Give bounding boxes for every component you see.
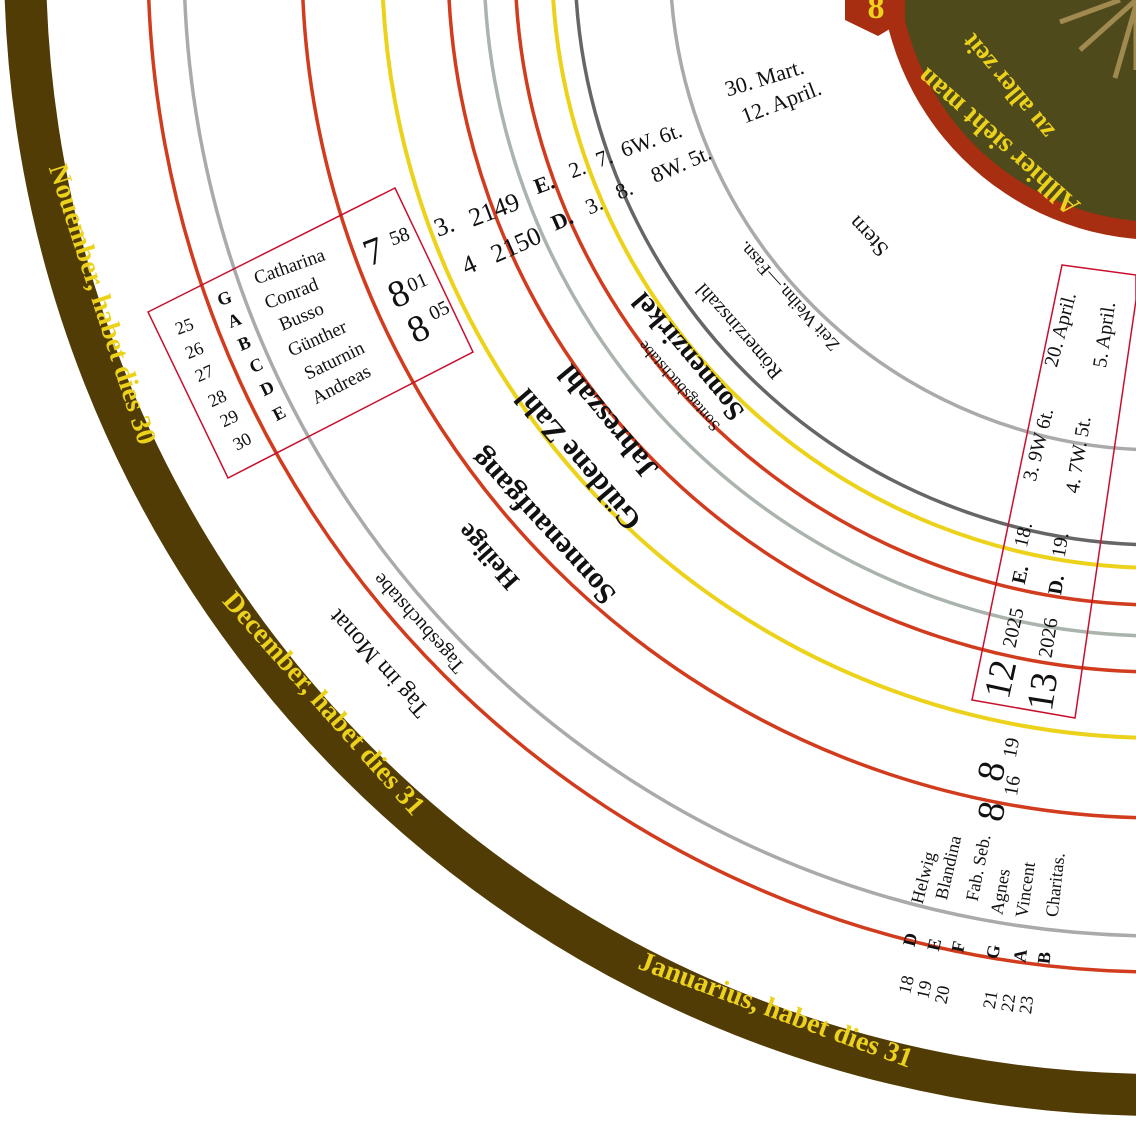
- sunrise-minute: 58: [386, 223, 412, 251]
- boxes: [147, 186, 1136, 719]
- day-number: 21: [979, 989, 1002, 1010]
- ray: [1059, 0, 1121, 25]
- center-disc: [845, 0, 1136, 239]
- day-number: 20: [931, 984, 954, 1006]
- sun-rays: [1059, 0, 1136, 79]
- year-cell: 4: [457, 249, 481, 281]
- sunrise-minute: 19: [999, 736, 1024, 760]
- ring-label: Stern: [843, 211, 893, 262]
- sunrise-hour: 8: [969, 798, 1014, 825]
- day-letter: D: [899, 931, 922, 949]
- current-year-cell: 19.: [1048, 531, 1074, 559]
- day-letter: E: [923, 937, 945, 953]
- current-year-cell: 2025: [999, 606, 1029, 650]
- day-letter: B: [235, 332, 254, 355]
- saint: Blandina: [931, 834, 965, 902]
- saint: Agnes: [986, 867, 1013, 916]
- current-year-cell: 4. 7W. 5t.: [1062, 415, 1096, 495]
- disc-number: 8: [868, 0, 885, 26]
- ray: [1112, 4, 1136, 79]
- november-box: [147, 186, 474, 480]
- disc: [901, 0, 1136, 221]
- year-cell: 8.: [611, 175, 636, 204]
- current-year-cell: 18.: [1010, 520, 1037, 549]
- current-year-box: [971, 264, 1136, 719]
- day-letter: F: [947, 939, 969, 954]
- ring-label: Heilige: [451, 518, 524, 596]
- number-shield: [845, 0, 905, 36]
- saint: Vincent: [1011, 861, 1039, 919]
- day-letter: E: [269, 402, 289, 425]
- day-number: 29: [217, 405, 242, 431]
- day-number: 30: [230, 428, 255, 454]
- year-cell: 7.: [592, 143, 616, 172]
- day-number: 22: [997, 992, 1019, 1013]
- day-number: 25: [172, 314, 196, 339]
- day-number: 26: [182, 338, 206, 363]
- year-cell: D.: [547, 204, 577, 235]
- saint: Charitas.: [1042, 852, 1069, 918]
- current-year-cell: 20. April.: [1040, 290, 1081, 369]
- day-number: 28: [205, 385, 230, 411]
- day-number: 23: [1015, 995, 1037, 1015]
- current-year-cell: 13: [1019, 669, 1066, 713]
- current-year-cell: 2026: [1035, 616, 1063, 659]
- day-letter: C: [246, 354, 266, 378]
- year-cell: E.: [530, 168, 558, 198]
- day-number: 18: [894, 973, 918, 995]
- day-number: 27: [192, 361, 216, 387]
- day-letter: G: [982, 943, 1004, 960]
- current-year-cell: 5. April.: [1089, 301, 1120, 370]
- sunrise-minute: 16: [1000, 774, 1025, 798]
- sunrise-hour: 7: [358, 229, 391, 275]
- ray: [1078, 0, 1136, 52]
- current-year-cell: E.: [1008, 563, 1033, 586]
- day-letter: A: [225, 309, 244, 332]
- day-number: 19: [912, 979, 935, 1001]
- day-letter: D: [257, 376, 277, 400]
- current-year-cell: D.: [1044, 573, 1069, 596]
- year-cell: 2149: [465, 187, 524, 233]
- year-cell: 3.: [581, 190, 606, 220]
- day-letter: A: [1009, 948, 1031, 964]
- current-year-cell: 12: [976, 656, 1025, 702]
- day-letter: G: [214, 286, 234, 310]
- day-letter: B: [1034, 951, 1055, 965]
